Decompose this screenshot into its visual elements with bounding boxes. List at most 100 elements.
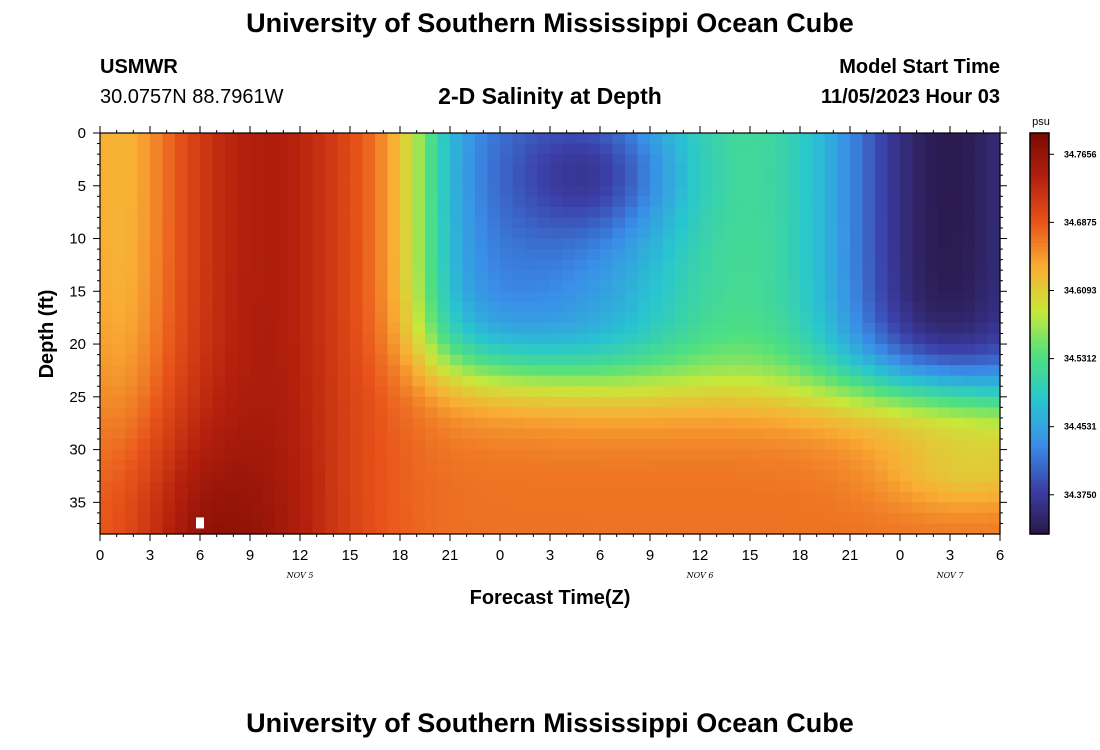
heatmap-cell — [175, 470, 189, 482]
heatmap-cell — [850, 460, 864, 472]
heatmap-cell — [287, 259, 301, 271]
colorbar-segment — [1030, 179, 1049, 184]
colorbar-segment — [1030, 149, 1049, 154]
heatmap-cell — [912, 460, 926, 472]
heatmap-cell — [887, 396, 901, 408]
heatmap-cell — [175, 238, 189, 250]
heatmap-cell — [125, 417, 139, 430]
heatmap-cell — [512, 217, 526, 229]
heatmap-cell — [450, 502, 464, 514]
heatmap-cell — [825, 291, 839, 303]
heatmap-cell — [537, 143, 551, 155]
heatmap-cell — [837, 396, 851, 408]
heatmap-cell — [162, 354, 176, 366]
heatmap-cell — [687, 344, 701, 356]
heatmap-cell — [862, 428, 876, 440]
heatmap-cell — [512, 312, 526, 324]
heatmap-cell — [100, 227, 114, 240]
heatmap-cell — [487, 449, 501, 461]
heatmap-cell — [800, 502, 814, 514]
heatmap-cell — [350, 270, 364, 282]
heatmap-cell — [325, 354, 339, 366]
heatmap-cell — [575, 312, 589, 324]
heatmap-cell — [975, 206, 989, 219]
heatmap-cell — [300, 164, 314, 176]
heatmap-cell — [175, 196, 189, 208]
heatmap-cell — [112, 470, 126, 482]
heatmap-cell — [462, 428, 476, 440]
heatmap-cell — [612, 206, 626, 219]
colorbar-segment — [1030, 133, 1049, 137]
heatmap-cell — [975, 270, 989, 282]
heatmap-cell — [687, 502, 701, 514]
heatmap-cell — [612, 249, 626, 261]
heatmap-cell — [825, 270, 839, 282]
heatmap-cell — [937, 439, 951, 451]
heatmap-cell — [225, 365, 239, 377]
heatmap-cell — [825, 386, 839, 398]
heatmap-cell — [287, 512, 301, 525]
heatmap-cell — [375, 365, 389, 377]
heatmap-cell — [175, 396, 189, 408]
heatmap-cell — [937, 196, 951, 208]
heatmap-cell — [337, 481, 351, 493]
heatmap-cell — [587, 396, 601, 408]
heatmap-cell — [662, 301, 676, 313]
heatmap-cell — [500, 428, 514, 440]
heatmap-cell — [262, 407, 276, 419]
heatmap-cell — [250, 449, 264, 461]
heatmap-cell — [412, 417, 426, 430]
heatmap-cell — [275, 354, 289, 366]
heatmap-cell — [300, 396, 314, 408]
heatmap-cell — [500, 217, 514, 229]
heatmap-cell — [200, 470, 214, 482]
heatmap-cell — [250, 322, 264, 335]
heatmap-cell — [125, 259, 139, 271]
heatmap-cell — [762, 249, 776, 261]
heatmap-cell — [450, 185, 464, 197]
heatmap-cell — [675, 375, 689, 387]
heatmap-cell — [437, 133, 451, 145]
heatmap-cell — [975, 259, 989, 271]
heatmap-cell — [100, 481, 114, 493]
x-tick-label: 12 — [692, 547, 709, 564]
heatmap-cell — [500, 502, 514, 514]
heatmap-cell — [137, 175, 151, 187]
heatmap-cell — [262, 428, 276, 440]
colorbar-segment — [1030, 176, 1049, 181]
heatmap-cell — [400, 312, 414, 324]
heatmap-cell — [150, 512, 164, 525]
y-axis-label: Depth (ft) — [36, 290, 58, 379]
heatmap-cell — [750, 365, 764, 377]
heatmap-cell — [712, 386, 726, 398]
heatmap-cell — [212, 354, 226, 366]
colorbar-segment — [1030, 286, 1049, 291]
heatmap-cell — [412, 502, 426, 514]
heatmap-cell — [912, 523, 926, 535]
heatmap-cell — [425, 470, 439, 482]
heatmap-cell — [350, 133, 364, 145]
heatmap-cell — [300, 354, 314, 366]
heatmap-cell — [125, 175, 139, 187]
heatmap-cell — [600, 512, 614, 525]
heatmap-cell — [412, 365, 426, 377]
heatmap-cell — [187, 470, 201, 482]
heatmap-cell — [787, 407, 801, 419]
heatmap-cell — [250, 259, 264, 271]
heatmap-cell — [650, 143, 664, 155]
heatmap-cell — [900, 196, 914, 208]
heatmap-cell — [325, 396, 339, 408]
heatmap-cell — [475, 227, 489, 240]
heatmap-cell — [387, 206, 401, 219]
heatmap-cell — [287, 460, 301, 472]
heatmap-cell — [175, 449, 189, 461]
heatmap-cell — [487, 217, 501, 229]
heatmap-cell — [975, 238, 989, 250]
heatmap-cell — [287, 185, 301, 197]
heatmap-cell — [712, 259, 726, 271]
heatmap-cell — [750, 270, 764, 282]
heatmap-cell — [112, 502, 126, 514]
x-tick-label: 0 — [896, 547, 904, 564]
heatmap-cell — [575, 460, 589, 472]
heatmap-cell — [337, 217, 351, 229]
